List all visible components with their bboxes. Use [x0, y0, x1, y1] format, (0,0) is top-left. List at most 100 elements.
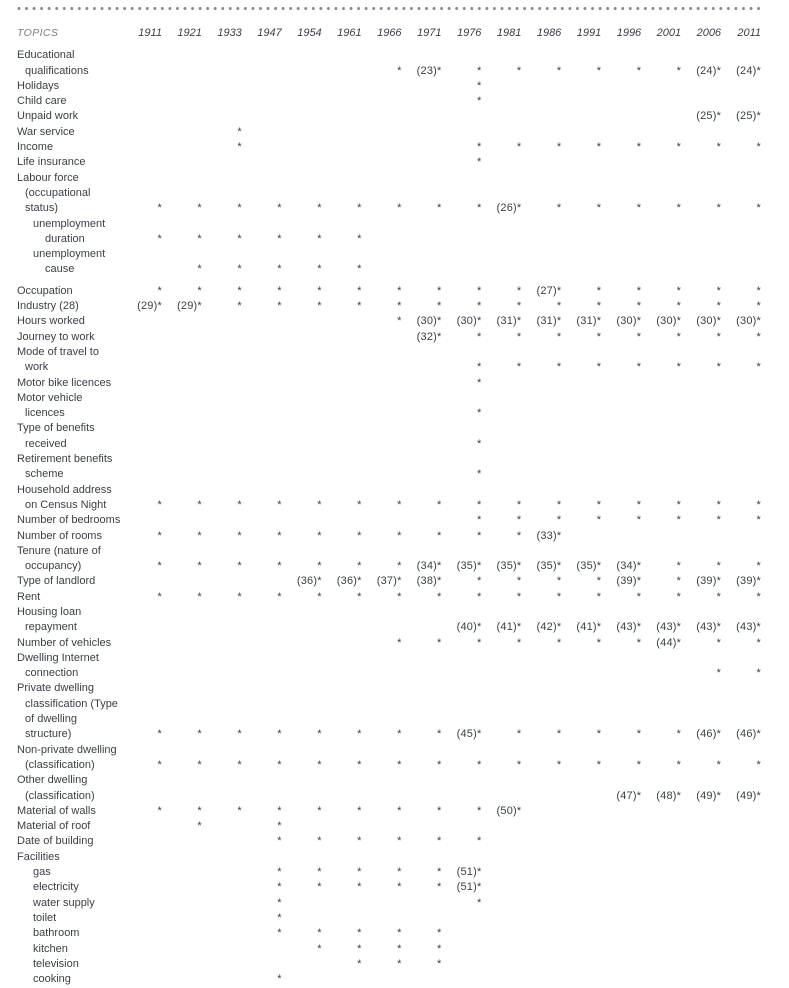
empty-cell: [322, 125, 362, 140]
empty-cell: [362, 406, 402, 421]
census-mark: *: [317, 835, 322, 848]
empty-cell: [641, 376, 681, 391]
topic-label-number-of-vehicles: Number of vehicles: [17, 636, 122, 651]
census-mark: *: [476, 636, 482, 649]
census-mark: *: [437, 804, 442, 817]
empty-cell: [122, 819, 162, 834]
census-mark: *: [676, 514, 682, 527]
empty-cell: [402, 262, 442, 277]
census-mark: *: [357, 263, 362, 276]
table-row: toilet *: [0, 911, 789, 926]
empty-cell: [601, 94, 641, 109]
topic-label-housing-loan: Housing loan repayment: [17, 605, 122, 636]
topic-cells: * * * * * * * * * (50)*: [122, 804, 761, 819]
empty-cell: [362, 262, 402, 277]
empty-cell: [641, 109, 681, 124]
census-footnote-mark: (43)*: [736, 621, 761, 634]
census-mark: *: [317, 866, 322, 879]
empty-cell: [282, 467, 322, 482]
empty-cell: [521, 819, 561, 834]
empty-cell: [402, 360, 442, 375]
topic-label-hours-worked: Hours worked: [17, 314, 122, 329]
census-mark: *: [756, 667, 761, 680]
census-mark: *: [556, 590, 562, 603]
empty-cell: [402, 125, 442, 140]
census-mark: *: [397, 804, 402, 817]
empty-cell: [601, 926, 641, 941]
topic-label-line: Other dwelling: [17, 774, 88, 787]
topic-label-line: water supply: [33, 896, 95, 909]
census-footnote-mark: (30)*: [696, 315, 722, 328]
empty-cell: [322, 819, 362, 834]
census-footnote-mark: (24)*: [696, 64, 722, 77]
topic-label-gas: gas: [17, 865, 122, 880]
empty-cell: [202, 94, 242, 109]
empty-cell: [122, 406, 162, 421]
empty-cell: [242, 513, 282, 528]
census-mark: *: [476, 79, 482, 92]
empty-cell: [601, 109, 641, 124]
empty-cell: [481, 666, 521, 681]
census-footnote-mark: (34)*: [616, 560, 642, 573]
table-row: Tenure (nature of occupancy) * * * * * * * (34)* (…: [0, 544, 789, 575]
year-header-1947: 1947: [257, 27, 282, 39]
census-mark: *: [357, 590, 362, 603]
empty-cell: [282, 360, 322, 375]
census-mark: *: [357, 232, 362, 245]
empty-cell: [481, 926, 521, 941]
census-mark: *: [596, 361, 602, 374]
census-mark: *: [676, 590, 682, 603]
topic-label-journey-to-work: Journey to work: [17, 330, 122, 345]
topic-label-line: Life insurance: [17, 156, 86, 169]
empty-cell: [402, 376, 442, 391]
topic-cells: * (23)* * * * * * * (24)* (24)*: [122, 64, 761, 79]
topic-label-line: work: [25, 361, 49, 374]
census-mark: *: [636, 758, 642, 771]
empty-cell: [641, 926, 681, 941]
topic-label-line: Type of landlord: [17, 575, 96, 588]
empty-cell: [402, 789, 442, 804]
topic-label-line: Type of benefits: [17, 422, 95, 435]
table-row: Number of vehicles * * * * * * * (44)* * *: [0, 636, 789, 651]
year-header-2011: 2011: [737, 27, 761, 39]
topic-label-line: connection: [25, 667, 79, 680]
census-mark: *: [357, 284, 362, 297]
topic-label-income: Income: [17, 140, 122, 155]
empty-cell: [202, 957, 242, 972]
empty-cell: [681, 865, 721, 880]
empty-cell: [521, 94, 561, 109]
empty-cell: [162, 880, 202, 895]
census-mark: *: [357, 202, 362, 215]
census-mark: *: [397, 315, 402, 328]
empty-cell: [362, 79, 402, 94]
topic-label-water-supply: water supply: [17, 896, 122, 911]
table-row: Material of roof * *: [0, 819, 789, 834]
empty-cell: [162, 972, 202, 987]
census-footnote-mark: (50)*: [496, 804, 522, 817]
empty-cell: [122, 79, 162, 94]
empty-cell: [162, 942, 202, 957]
table-row: unemployment cause * * * * *: [0, 247, 789, 278]
empty-cell: [322, 467, 362, 482]
empty-cell: [442, 819, 482, 834]
empty-cell: [122, 125, 162, 140]
census-mark: *: [636, 514, 642, 527]
census-mark: *: [716, 758, 722, 771]
topic-label-line: (classification): [25, 758, 95, 771]
topic-label-line: bathroom: [33, 927, 80, 940]
empty-cell: [561, 834, 601, 849]
census-mark: *: [397, 881, 402, 894]
empty-cell: [162, 360, 202, 375]
empty-cell: [561, 865, 601, 880]
table-row: Facilities: [0, 850, 789, 865]
empty-cell: [641, 79, 681, 94]
empty-cell: [561, 262, 601, 277]
census-mark: *: [277, 263, 282, 276]
census-mark: *: [157, 728, 162, 741]
topic-cells: * * * * * * * * * * (27)* * * * * *: [122, 284, 761, 299]
census-mark: *: [237, 804, 242, 817]
empty-cell: [322, 911, 362, 926]
empty-cell: [721, 94, 761, 109]
census-footnote-mark: (29)*: [137, 300, 162, 313]
census-mark: *: [516, 141, 522, 154]
